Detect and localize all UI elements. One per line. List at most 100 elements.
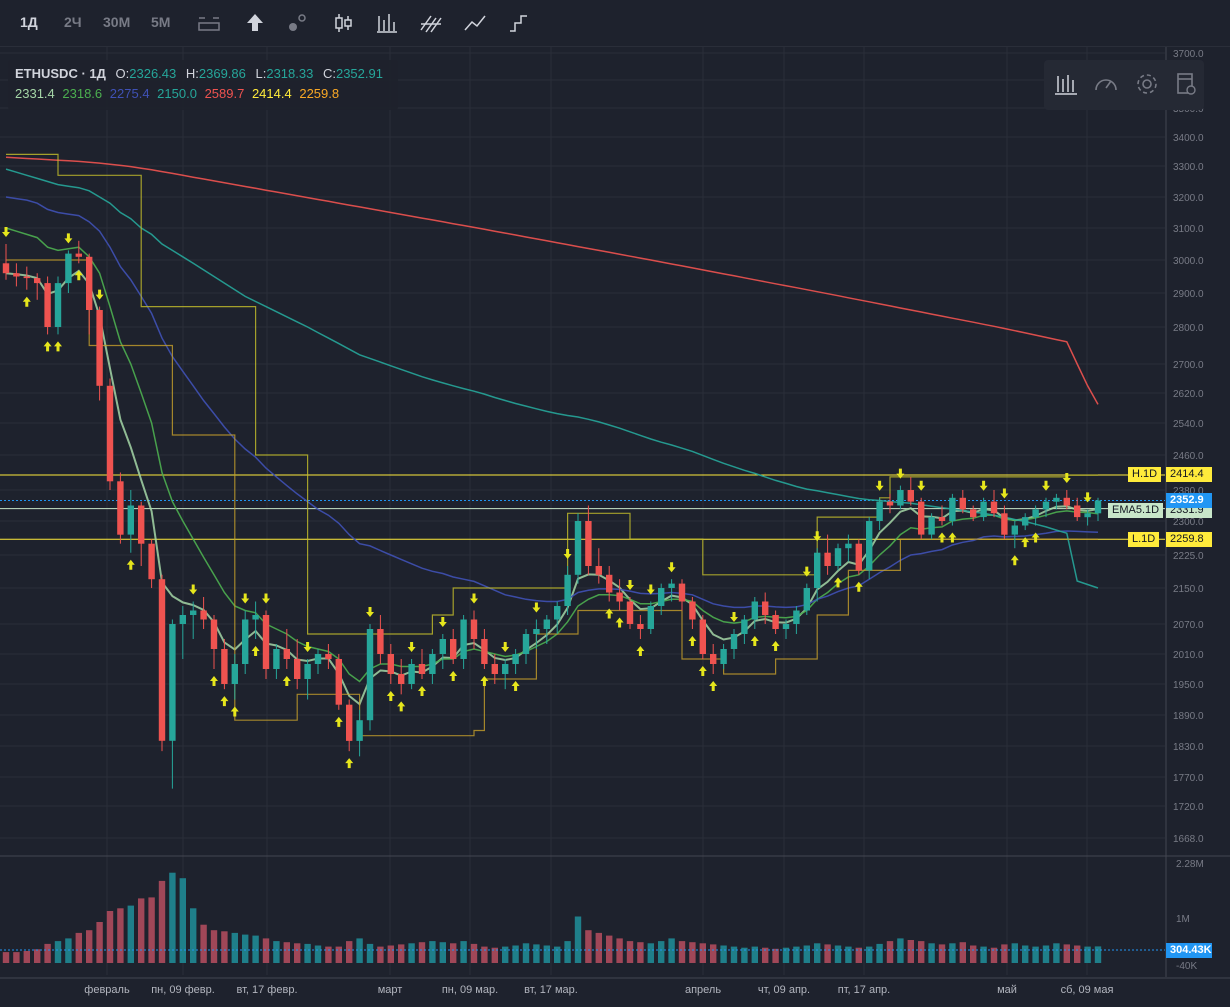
step-line-icon[interactable] xyxy=(506,10,532,36)
candle-body xyxy=(1094,500,1102,514)
candle-body xyxy=(751,601,758,620)
volume-bar xyxy=(949,943,956,963)
candle-body xyxy=(13,273,20,277)
candle xyxy=(1032,505,1039,526)
compare-icon[interactable] xyxy=(196,10,222,36)
sell-arrow-icon xyxy=(95,289,104,300)
candle xyxy=(429,649,436,684)
candle-body xyxy=(762,601,769,615)
timeframe-5m[interactable]: 5М xyxy=(151,14,171,30)
candle xyxy=(377,615,384,664)
candle xyxy=(606,566,613,602)
price-tick-label: 1720.0 xyxy=(1173,802,1204,813)
candle xyxy=(741,615,748,644)
volume-bar xyxy=(356,938,363,963)
volume-bar xyxy=(1001,944,1008,963)
candle xyxy=(897,485,904,510)
buy-arrow-icon xyxy=(1021,537,1030,548)
sell-arrow-icon xyxy=(189,584,198,595)
candle xyxy=(585,505,592,575)
candle-body xyxy=(366,629,374,721)
buy-arrow-icon xyxy=(251,646,260,656)
buy-arrow-icon xyxy=(688,636,697,646)
indicator-lines xyxy=(5,153,1099,737)
candle xyxy=(13,263,20,287)
candle-body xyxy=(86,256,93,310)
up-arrow-icon[interactable] xyxy=(242,10,268,36)
volume-bar xyxy=(543,945,550,963)
candle xyxy=(699,615,706,659)
hatch-icon[interactable] xyxy=(418,10,444,36)
symbol-label[interactable]: ETHUSDC · 1Д xyxy=(15,66,106,81)
candle xyxy=(876,497,883,531)
speedometer-icon[interactable] xyxy=(1092,70,1120,98)
timeframe-30m[interactable]: 30М xyxy=(103,14,131,30)
candle-body xyxy=(595,566,602,575)
volume-bar xyxy=(980,946,987,963)
time-tick-label: пн, 09 февр. xyxy=(151,984,215,996)
candle xyxy=(408,659,415,690)
candles-icon[interactable] xyxy=(330,10,356,36)
volume-bar xyxy=(34,949,41,963)
buy-arrow-icon xyxy=(948,532,957,543)
candle xyxy=(75,240,82,264)
volume-bar xyxy=(304,943,311,963)
candle-body xyxy=(210,619,218,649)
candle xyxy=(543,615,550,644)
volume-bar xyxy=(845,946,852,963)
candle-body xyxy=(335,659,342,705)
candle xyxy=(803,583,810,615)
buy-arrow-icon xyxy=(74,270,83,281)
candle-body xyxy=(741,619,748,634)
candle-body xyxy=(834,548,842,566)
candle xyxy=(1042,497,1050,518)
candle xyxy=(949,493,956,526)
volume-bar xyxy=(762,947,769,963)
chart-type-icon[interactable] xyxy=(1052,70,1080,98)
volume-bar xyxy=(554,946,561,963)
indicators-icon[interactable] xyxy=(284,10,310,36)
volume-tick-label: -40K xyxy=(1176,961,1197,972)
candle-body xyxy=(117,481,124,535)
candle xyxy=(481,629,488,669)
volume-bar xyxy=(398,944,405,963)
volume-bar xyxy=(1011,943,1018,963)
volume-bar xyxy=(574,916,582,963)
volume-tick-label: 1M xyxy=(1176,914,1190,925)
candle-body xyxy=(637,624,644,629)
volume-bar xyxy=(970,945,977,963)
price-tick-label: 3100.0 xyxy=(1173,224,1204,235)
candle-body xyxy=(242,619,249,664)
volume-bar xyxy=(616,938,623,963)
candle-body xyxy=(938,517,946,521)
timeframe-2h[interactable]: 2Ч xyxy=(64,14,82,30)
candle-body xyxy=(75,253,82,257)
candle xyxy=(86,253,93,335)
candle xyxy=(252,601,259,639)
candle-body xyxy=(1063,497,1070,506)
candle xyxy=(44,276,51,335)
candle xyxy=(138,501,145,566)
volume-bar xyxy=(346,941,353,963)
candle-body xyxy=(678,583,686,602)
candle xyxy=(990,490,998,518)
volume-bar xyxy=(179,878,186,963)
price-tick-label: 2620.0 xyxy=(1173,389,1204,400)
bars-icon[interactable] xyxy=(374,10,400,36)
candle xyxy=(221,639,228,690)
low-step-line xyxy=(6,259,1098,737)
candle-body xyxy=(460,619,467,659)
candle-body xyxy=(325,654,332,659)
volume-bar xyxy=(938,944,946,963)
price-tick-label: 1668.0 xyxy=(1173,834,1204,845)
buy-arrow-icon xyxy=(480,676,489,686)
settings-icon[interactable] xyxy=(1133,70,1161,98)
timeframe-1d[interactable]: 1Д xyxy=(20,14,38,30)
line-icon[interactable] xyxy=(462,10,488,36)
candle xyxy=(200,597,207,629)
low-level-price-tag: 2259.8 xyxy=(1166,531,1212,547)
candle-body xyxy=(928,517,935,535)
candle xyxy=(96,306,103,401)
calendar-icon[interactable] xyxy=(1172,70,1200,98)
